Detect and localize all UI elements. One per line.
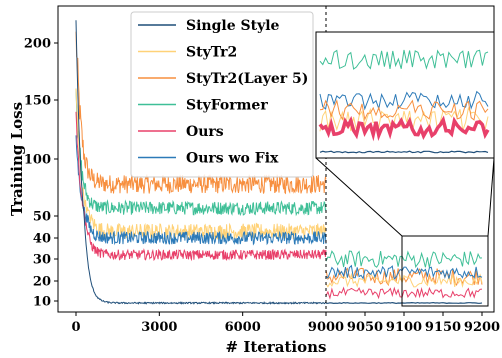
y-tick-label: 200 — [24, 37, 51, 52]
x-axis-label: # Iterations — [226, 338, 327, 356]
ticks-layer: 10 20 30 40 50 100 150 200 0 3000 6000 9000 9050 9100… — [24, 37, 500, 336]
series-line-single-style — [75, 20, 327, 305]
x-tick-label: 9000 — [308, 320, 344, 335]
y-tick-label: 30 — [33, 253, 51, 268]
inset-series-styformer — [319, 49, 489, 70]
series-zoom-styformer — [325, 250, 483, 269]
series-zoom-single-style — [325, 301, 483, 305]
legend-label: StyTr2(Layer 5) — [186, 71, 308, 87]
legend-label: Ours — [186, 124, 224, 140]
x-tick-label: 9100 — [386, 320, 422, 335]
series-zoom-ours-wo-fix — [325, 264, 483, 280]
zoom-selection-box — [401, 235, 489, 307]
legend-label: Single Style — [186, 18, 280, 34]
inset-series-stytr2 — [319, 106, 489, 132]
y-tick-label: 20 — [33, 275, 51, 290]
legend-label: StyTr2 — [186, 45, 237, 61]
x-tick-label: 3000 — [141, 320, 177, 335]
series-zoom-ours — [325, 286, 483, 300]
series-line-styformer — [75, 88, 327, 217]
legend-label: Ours wo Fix — [186, 151, 279, 167]
series-line-ours-wo-fix — [75, 135, 327, 246]
series-line-ours — [75, 111, 327, 262]
y-tick-label: 40 — [33, 232, 51, 247]
series-zoom-stytr2 — [325, 272, 483, 288]
x-tick-label: 0 — [71, 320, 80, 335]
inset-series-ours — [318, 115, 490, 142]
series-line-stytr2 — [75, 88, 327, 240]
inset-series-single-style — [319, 150, 489, 154]
legend-box — [130, 11, 314, 178]
y-tick-label: 50 — [33, 210, 51, 225]
y-axis-label: Training Loss — [8, 102, 26, 216]
zoom-connector — [487, 157, 495, 237]
y-tick-label: 150 — [24, 94, 51, 109]
x-tick-label: 9050 — [347, 320, 383, 335]
inset — [315, 31, 495, 307]
legend: Single Style StyTr2 StyTr2(Layer 5) StyForm… — [130, 11, 314, 178]
x-tick-label: 9200 — [464, 320, 500, 335]
x-tick-label: 9150 — [425, 320, 461, 335]
y-tick-label: 10 — [33, 295, 51, 310]
y-tick-label: 100 — [24, 153, 51, 168]
series-layer — [75, 6, 483, 312]
inset-series-stytr2-layer-5- — [319, 98, 489, 121]
zoom-connector — [315, 157, 403, 237]
x-tick-label: 6000 — [225, 320, 261, 335]
legend-label: StyFormer — [186, 98, 268, 114]
